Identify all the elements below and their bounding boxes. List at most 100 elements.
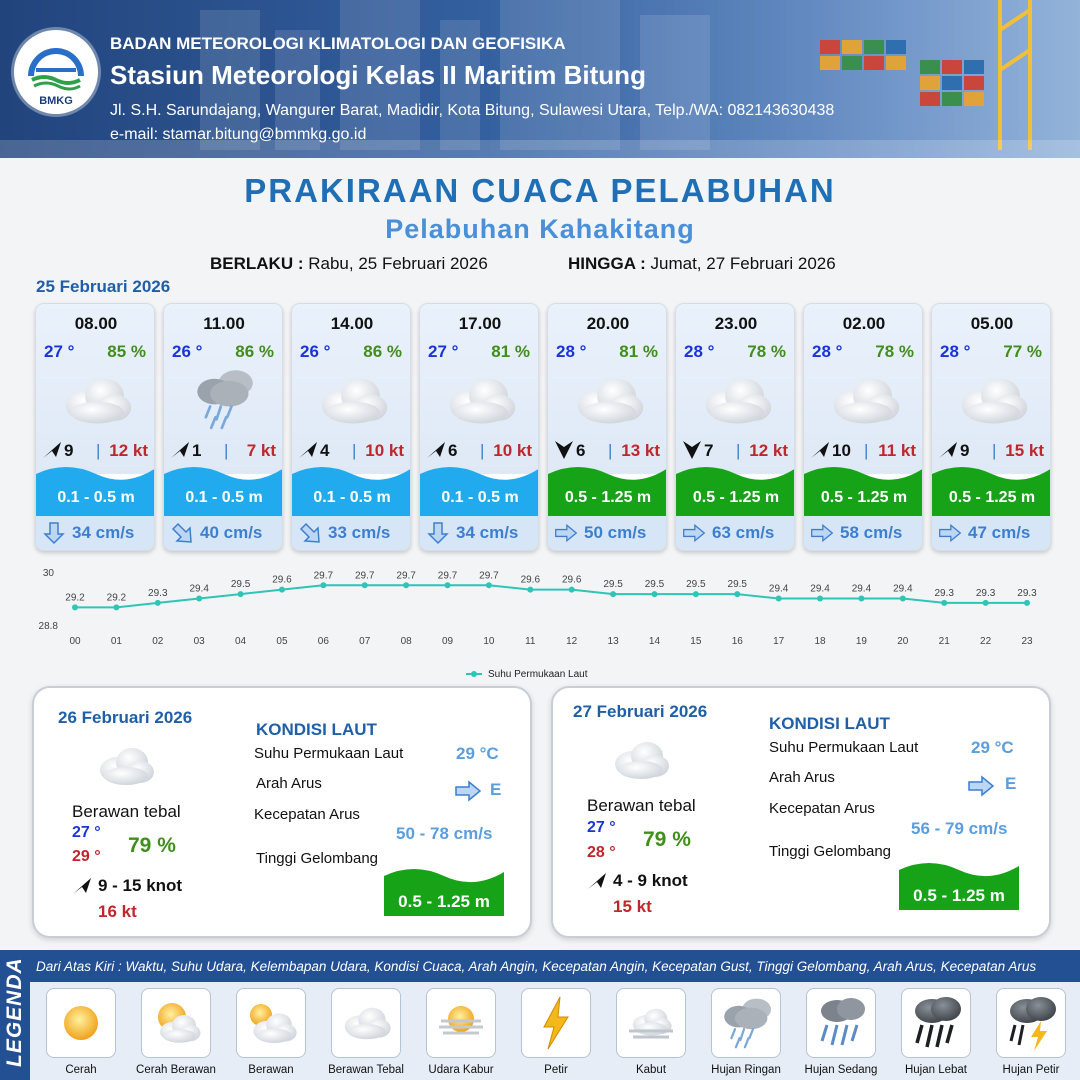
day-temp-max: 29 ° [72,848,101,865]
arrow-down-right-icon [170,521,194,545]
current-direction-value: E [490,780,502,799]
data-label: 29.3 [148,588,168,599]
legend-item: Hujan Ringan [706,988,786,1076]
air-temperature: 28 ° [684,342,715,361]
y-tick-label: 28.8 [39,621,59,632]
legend-icon-box [996,988,1066,1058]
humidity: 77 % [1003,342,1042,361]
current-speed-label: Kecepatan Arus [769,800,875,817]
data-point [485,582,492,589]
wave-height-value: 0.5 - 1.25 m [398,892,490,911]
port-skyline-illustration [0,0,1080,158]
humidity: 78 % [875,342,914,361]
sea-condition-title: KONDISI LAUT [769,714,890,733]
humidity: 81 % [491,342,530,361]
x-tick-label: 17 [773,636,785,647]
day-date: 27 Februari 2026 [573,702,708,721]
x-tick-label: 16 [732,636,744,647]
wave-height: 0.1 - 0.5 m [441,489,519,506]
data-label: 29.6 [562,575,582,586]
data-label: 29.7 [355,570,375,581]
wind-speed: 1 [192,441,202,460]
wave-height: 0.5 - 1.25 m [564,489,652,506]
sst-label: Suhu Permukaan Laut [769,739,919,756]
gust-speed: 13 kt [621,441,660,460]
wave-height: 0.1 - 0.5 m [313,489,391,506]
legend-title: LEGENDA [3,957,26,1067]
wind-direction-icon [72,876,92,896]
arrow-down-icon [42,521,66,545]
arrow-down-right-icon [298,521,322,545]
legend-label: Cerah Berawan [136,1064,216,1076]
legend-item: Kabut [611,988,691,1076]
legend-icon-box [46,988,116,1058]
gust-speed: 11 kt [878,441,916,460]
legend-label: Udara Kabur [428,1064,494,1076]
legend-item: Cerah [41,988,121,1076]
x-tick-label: 07 [359,636,371,647]
data-label: 29.5 [728,579,748,590]
hour-time: 23.00 [714,314,758,333]
x-tick-label: 12 [566,636,578,647]
data-point [154,599,161,606]
data-point [651,591,658,598]
legend-icon-box [521,988,591,1058]
wind-direction-icon [554,440,574,460]
legend-icon-box [901,988,971,1058]
separator: | [608,441,613,460]
data-label: 29.3 [976,588,996,599]
x-tick-label: 08 [401,636,413,647]
light-rain-icon [184,366,264,430]
header-banner: BMKG BADAN METEOROLOGI KLIMATOLOGI DAN G… [0,0,1080,158]
x-tick-label: 10 [483,636,495,647]
separator: | [864,441,869,460]
data-point [113,604,120,611]
day-forecast-box: 26 Februari 2026 Berawan tebal 27 ° 29 °… [32,686,532,938]
gust-speed: 12 kt [109,441,148,460]
data-label: 29.4 [852,584,872,595]
wind-direction-icon [587,871,607,891]
gust-speed: 10 kt [493,441,532,460]
legend-label: Petir [544,1064,568,1076]
wave-icon [932,467,1050,516]
day-condition: Berawan tebal [587,796,696,815]
wind-direction-icon [42,440,62,460]
wind-direction-icon [298,440,318,460]
validity-to-label: HINGGA : [568,254,646,273]
cloud-icon [56,366,136,430]
sst-series-line [75,584,1027,609]
hour-card: 23.00 28 ° 78 % 7 | 12 kt 0.5 - 1.25 m 63 cm/s [675,303,795,551]
data-point [775,595,782,602]
wave-height-value: 0.5 - 1.25 m [913,886,1005,905]
wind-speed: 9 [960,441,970,460]
hour-card: 11.00 26 ° 86 % 1 | 7 kt 0.1 - 0.5 m 40 cm/s [163,303,283,551]
wind-direction-icon [170,440,190,460]
lightning-icon [543,996,569,1050]
data-point [568,586,575,593]
arrow-down-icon [426,521,450,545]
wind-direction-icon [682,440,702,460]
gust-speed: 10 kt [365,441,404,460]
current-speed: 47 cm/s [968,523,1031,542]
air-temperature: 28 ° [940,342,971,361]
legend-icon-box [236,988,306,1058]
x-tick-label: 05 [276,636,288,647]
legend-panel: LEGENDA Dari Atas Kiri : Waktu, Suhu Uda… [0,950,1080,1080]
legend-icon-box [426,988,496,1058]
data-label: 29.3 [934,588,954,599]
fog-icon [629,1008,673,1039]
data-point [858,595,865,602]
legend-icon-box [616,988,686,1058]
current-speed: 33 cm/s [328,523,391,542]
cloud-icon [824,366,904,430]
separator: | [96,441,101,460]
current-speed-label: Kecepatan Arus [254,806,360,823]
wave-icon [36,467,154,516]
wave-icon [548,467,666,516]
current-speed: 40 cm/s [200,523,263,542]
x-tick-label: 04 [235,636,247,647]
organization-name: BADAN METEOROLOGI KLIMATOLOGI DAN GEOFIS… [110,34,566,53]
wind-direction-icon [426,440,446,460]
arrow-right-icon [967,775,995,797]
cloud-icon [440,366,520,430]
